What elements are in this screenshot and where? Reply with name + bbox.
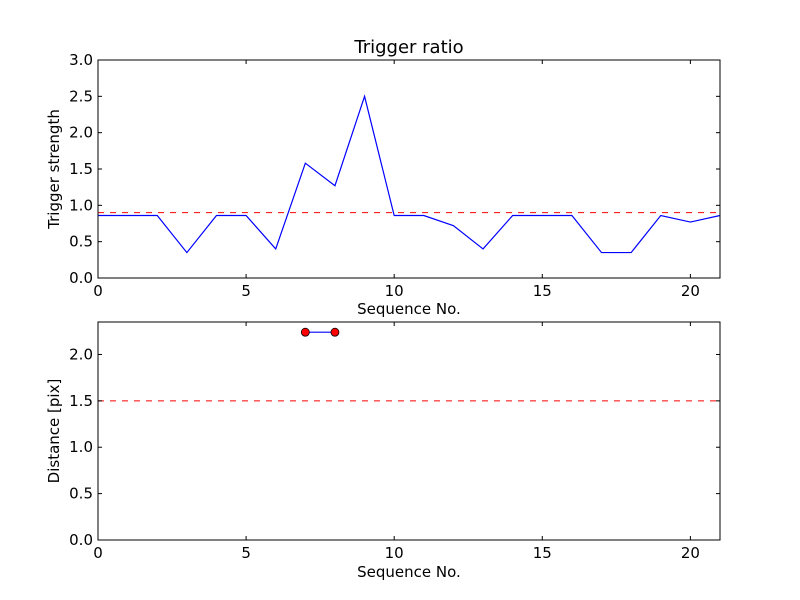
top-plot-area <box>98 94 721 254</box>
top-y-tick-label: 1.5 <box>69 160 93 178</box>
top-y-axis: 0.0 0.5 1.0 1.5 2.0 2.5 3.0 <box>69 51 720 287</box>
bottom-y-tick-label: 1.0 <box>69 438 93 456</box>
top-y-axis-label: Trigger strength <box>45 109 63 230</box>
top-x-tick-label: 5 <box>241 282 251 300</box>
bottom-y-tick-label: 0.5 <box>69 485 93 503</box>
bottom-data-point <box>300 327 310 337</box>
bottom-y-tick-label: 0.0 <box>69 531 93 549</box>
bottom-data-point <box>330 327 340 337</box>
bottom-x-tick-label: 10 <box>385 544 404 562</box>
top-y-tick-label: 0.0 <box>69 269 93 287</box>
top-x-tick-label: 15 <box>533 282 552 300</box>
top-y-tick-label: 1.0 <box>69 196 93 214</box>
bottom-x-tick-label: 5 <box>241 544 251 562</box>
top-y-tick-label: 3.0 <box>69 51 93 69</box>
top-y-tick-label: 0.5 <box>69 233 93 251</box>
top-x-axis: 0 5 10 15 20 <box>93 60 700 300</box>
chart-title: Trigger ratio <box>353 37 463 58</box>
top-x-tick-label: 20 <box>681 282 700 300</box>
top-series-line <box>98 94 721 254</box>
subplot-top: Trigger ratio 0 5 10 15 20 0.0 0.5 1.0 1.5 2.0 2.… <box>45 37 721 318</box>
bottom-y-axis-label: Distance [pix] <box>45 379 63 484</box>
bottom-x-axis: 0 5 10 15 20 <box>93 322 700 562</box>
bottom-x-tick-label: 20 <box>681 544 700 562</box>
top-x-tick-label: 0 <box>93 282 103 300</box>
top-y-tick-label: 2.5 <box>69 87 93 105</box>
bottom-y-tick-label: 2.0 <box>69 345 93 363</box>
bottom-y-tick-label: 1.5 <box>69 392 93 410</box>
bottom-axes-frame <box>97 321 721 541</box>
subplot-bottom: 0 5 10 15 20 0.0 0.5 1.0 1.5 2.0 Sequence No. Di… <box>45 321 721 581</box>
bottom-x-tick-label: 0 <box>93 544 103 562</box>
top-x-tick-label: 10 <box>385 282 404 300</box>
bottom-x-tick-label: 15 <box>533 544 552 562</box>
top-y-tick-label: 2.0 <box>69 124 93 142</box>
bottom-y-axis: 0.0 0.5 1.0 1.5 2.0 <box>69 345 720 549</box>
bottom-plot-area <box>98 327 720 402</box>
bottom-x-axis-label: Sequence No. <box>357 563 461 581</box>
top-x-axis-label: Sequence No. <box>357 300 461 318</box>
